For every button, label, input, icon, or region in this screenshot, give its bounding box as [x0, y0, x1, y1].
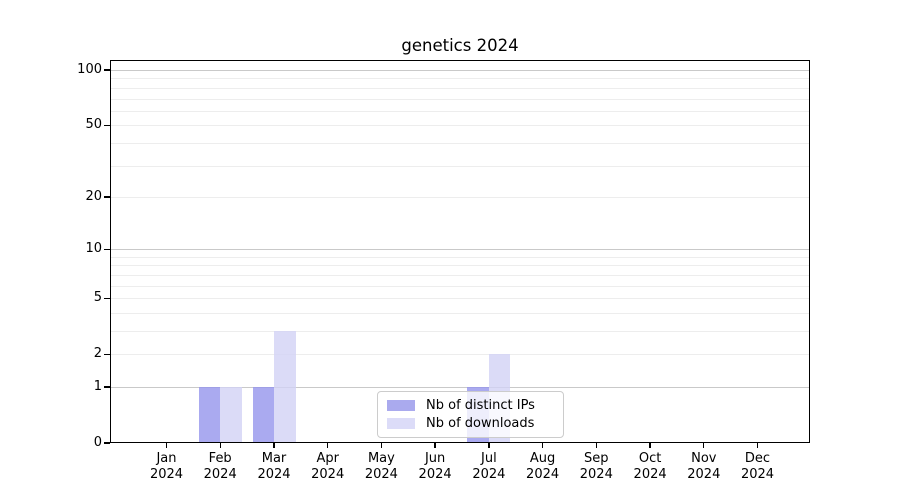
x-tick-aug	[541, 443, 544, 448]
y-tick-label-5: 5	[93, 290, 102, 306]
bar-downloads-feb-2024	[220, 387, 242, 443]
y-tick-label-10: 10	[85, 241, 102, 257]
x-tick-label-sep: Sep 2024	[579, 451, 613, 482]
x-tick-label-apr: Apr 2024	[311, 451, 345, 482]
minor-gridline-60	[111, 110, 809, 112]
legend-item-distinct-ips: Nb of distinct IPs	[387, 398, 553, 413]
major-gridline-100	[111, 70, 809, 71]
minor-gridline-2	[111, 354, 809, 356]
bar-distinct-ips-mar-2024	[252, 387, 274, 443]
minor-gridline-7	[111, 274, 809, 276]
minor-gridline-6	[111, 285, 809, 287]
y-tick-label-0: 0	[93, 435, 102, 450]
x-tick-dec	[756, 443, 759, 448]
y-tick-50	[104, 124, 110, 126]
y-tick-label-2: 2	[93, 346, 102, 362]
minor-gridline-9	[111, 256, 809, 258]
minor-gridline-30	[111, 165, 809, 167]
minor-gridline-80	[111, 87, 809, 89]
x-tick-label-jun: Jun 2024	[418, 451, 452, 482]
y-tick-1	[104, 386, 110, 388]
x-tick-label-oct: Oct 2024	[633, 451, 667, 482]
x-tick-label-may: May 2024	[364, 451, 398, 482]
legend-swatch-distinct-ips-icon	[387, 400, 415, 411]
minor-gridline-20	[111, 196, 809, 198]
y-tick-2	[104, 353, 110, 355]
legend-item-downloads: Nb of downloads	[387, 416, 553, 431]
x-tick-label-jan: Jan 2024	[149, 451, 184, 482]
minor-gridline-3	[111, 331, 809, 332]
x-tick-apr	[327, 443, 329, 448]
minor-gridline-90	[111, 78, 809, 80]
y-tick-label-1: 1	[93, 379, 102, 394]
y-tick-label-100: 100	[77, 62, 102, 77]
bar-downloads-mar-2024	[274, 331, 296, 443]
x-tick-may	[380, 443, 383, 448]
x-tick-label-aug: Aug 2024	[526, 451, 560, 482]
x-tick-label-feb: Feb 2024	[203, 451, 237, 482]
x-tick-feb	[219, 443, 221, 448]
bar-distinct-ips-feb-2024	[198, 387, 221, 443]
minor-gridline-8	[111, 265, 809, 267]
minor-gridline-50	[111, 125, 809, 127]
x-tick-oct	[649, 443, 651, 448]
x-tick-label-mar: Mar 2024	[257, 451, 291, 482]
minor-gridline-40	[111, 142, 809, 144]
y-tick-20	[104, 196, 110, 198]
x-tick-label-nov: Nov 2024	[687, 451, 721, 482]
x-tick-jan	[165, 443, 168, 448]
legend-label-distinct-ips: Nb of distinct IPs	[426, 398, 535, 413]
major-gridline-1	[111, 387, 809, 388]
legend: Nb of distinct IPs Nb of downloads	[377, 391, 564, 438]
y-tick-label-20: 20	[85, 188, 102, 204]
plot-area	[110, 60, 810, 443]
minor-gridline-5	[111, 298, 809, 300]
legend-swatch-downloads-icon	[387, 418, 415, 429]
y-tick-0	[104, 442, 110, 444]
x-tick-label-jul: Jul 2024	[472, 451, 506, 482]
legend-label-downloads: Nb of downloads	[426, 416, 535, 431]
chart-title: genetics 2024	[401, 36, 519, 55]
x-tick-jun	[434, 443, 436, 448]
x-tick-jul	[488, 443, 490, 448]
x-tick-label-dec: Dec 2024	[740, 451, 775, 482]
y-tick-10	[104, 248, 110, 250]
y-tick-5	[104, 297, 110, 299]
x-tick-nov	[703, 443, 705, 448]
y-tick-label-50: 50	[85, 117, 102, 133]
minor-gridline-70	[111, 98, 809, 100]
x-tick-sep	[595, 443, 597, 448]
minor-gridline-4	[111, 312, 809, 314]
major-gridline-10	[111, 249, 809, 251]
x-tick-mar	[273, 443, 275, 448]
y-tick-100	[104, 69, 110, 71]
